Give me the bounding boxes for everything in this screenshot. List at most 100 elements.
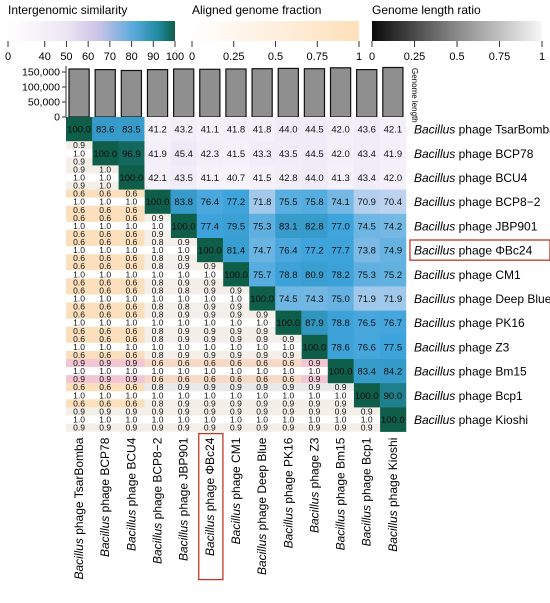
fraction-stripe [222, 334, 250, 344]
lower-value: 0.9 [178, 277, 190, 287]
similarity-cell [353, 334, 381, 360]
fraction-stripe [92, 342, 119, 352]
similarity-value: 45.4 [174, 149, 193, 160]
lower-value: 0.9 [73, 181, 85, 191]
fraction-stripe [92, 359, 119, 368]
lower-value: 0.6 [73, 205, 85, 215]
fraction-stripe [66, 359, 93, 368]
lower-value: 0.9 [282, 334, 294, 344]
similarity-value: 83.4 [357, 367, 376, 378]
lower-value: 0.8 [152, 253, 164, 263]
fraction-stripe [249, 310, 276, 319]
fraction-stripe [118, 391, 145, 400]
similarity-value: 74.5 [357, 221, 376, 232]
fraction-stripe [249, 326, 276, 335]
similarity-cell [379, 189, 407, 215]
fraction-stripe [144, 310, 171, 319]
fraction-stripe [144, 375, 171, 384]
column-label-genus: Bacillus [124, 510, 138, 551]
fraction-stripe [118, 359, 145, 368]
fraction-stripe [196, 334, 224, 344]
legend-fraction-title: Aligned genome fraction [192, 3, 321, 17]
similarity-cell [118, 165, 145, 190]
lower-value: 1.0 [152, 245, 164, 255]
lower-value: 0.9 [178, 310, 190, 320]
fraction-stripe [118, 213, 145, 223]
lower-value: 1.0 [125, 390, 137, 400]
fraction-stripe [196, 383, 224, 392]
legend-similarity-gradient [8, 21, 175, 41]
fraction-stripe [144, 213, 171, 223]
similarity-cell [379, 213, 407, 239]
lower-value: 1.0 [309, 415, 321, 425]
fraction-stripe [92, 310, 119, 319]
column-label-species-word: phage [203, 475, 217, 515]
similarity-cell [327, 334, 354, 360]
lower-value: 0.9 [125, 406, 137, 416]
similarity-value: 75.5 [279, 197, 298, 208]
row-label-phage-name: TsarBomba [495, 123, 550, 137]
lower-value: 0.9 [204, 302, 216, 312]
lower-value: 0.9 [256, 326, 268, 336]
similarity-cell [379, 286, 407, 311]
fraction-stripe [118, 375, 145, 384]
row-label-species-word: phage [455, 340, 495, 354]
fraction-stripe [222, 326, 250, 335]
similarity-value: 43.5 [279, 149, 298, 160]
fraction-stripe [196, 270, 224, 279]
fraction-stripe [118, 326, 145, 335]
lower-value: 0.8 [152, 350, 164, 360]
lower-value: 0.6 [152, 358, 164, 368]
genome-length-bar [68, 68, 90, 118]
fraction-stripe [92, 238, 119, 247]
lower-value: 0.8 [152, 302, 164, 312]
fraction-stripe [66, 391, 93, 400]
similarity-cell [249, 286, 276, 311]
fraction-stripe [118, 310, 145, 319]
lower-value: 0.6 [99, 302, 111, 312]
similarity-value: 73.8 [357, 246, 376, 257]
similarity-value: 84.2 [384, 367, 403, 378]
lower-value: 0.9 [256, 423, 268, 433]
lower-value: 0.9 [178, 398, 190, 408]
lower-value: 1.0 [204, 269, 216, 279]
fraction-stripe [92, 286, 119, 295]
fraction-stripe [249, 375, 276, 384]
fraction-stripe [118, 350, 145, 360]
lower-value: 0.9 [256, 406, 268, 416]
lower-value: 0.9 [309, 423, 321, 433]
fraction-stripe [222, 423, 250, 432]
lower-value: 0.9 [230, 382, 242, 392]
similarity-cell [249, 117, 276, 142]
similarity-value: 76.6 [357, 342, 376, 353]
lower-value: 0.9 [204, 334, 216, 344]
lower-value: 0.6 [73, 398, 85, 408]
fraction-stripe [170, 238, 198, 247]
lower-value: 0.9 [282, 350, 294, 360]
lower-value: 0.9 [178, 382, 190, 392]
lower-value: 1.0 [73, 221, 85, 231]
legend-length: Genome length ratio 0 0.25 0.5 0.75 1 [369, 3, 545, 63]
legend-length-tick-label: 0.25 [404, 51, 425, 63]
lower-value: 0.9 [282, 423, 294, 433]
lower-value: 0.9 [335, 406, 347, 416]
similarity-value: 78.8 [279, 270, 298, 281]
column-label-phage-name: Deep Blue [255, 437, 269, 493]
similarity-cell [249, 213, 276, 239]
lower-value: 0.6 [282, 358, 294, 368]
lower-value: 0.9 [73, 423, 85, 433]
lower-value: 0.6 [99, 237, 111, 247]
fraction-stripe [66, 294, 93, 303]
similarity-value: 75.8 [305, 197, 324, 208]
fraction-stripe [144, 286, 171, 295]
lower-value: 0.6 [73, 302, 85, 312]
lower-value: 1.0 [125, 269, 137, 279]
similarity-cell [249, 141, 276, 166]
similarity-value: 76.4 [201, 197, 220, 208]
genome-length-bar [225, 68, 247, 118]
fraction-stripe [118, 278, 145, 287]
fraction-stripe [92, 423, 119, 432]
lower-value: 1.0 [230, 390, 242, 400]
lower-value: 1.0 [204, 294, 216, 304]
lower-value: 0.8 [152, 398, 164, 408]
